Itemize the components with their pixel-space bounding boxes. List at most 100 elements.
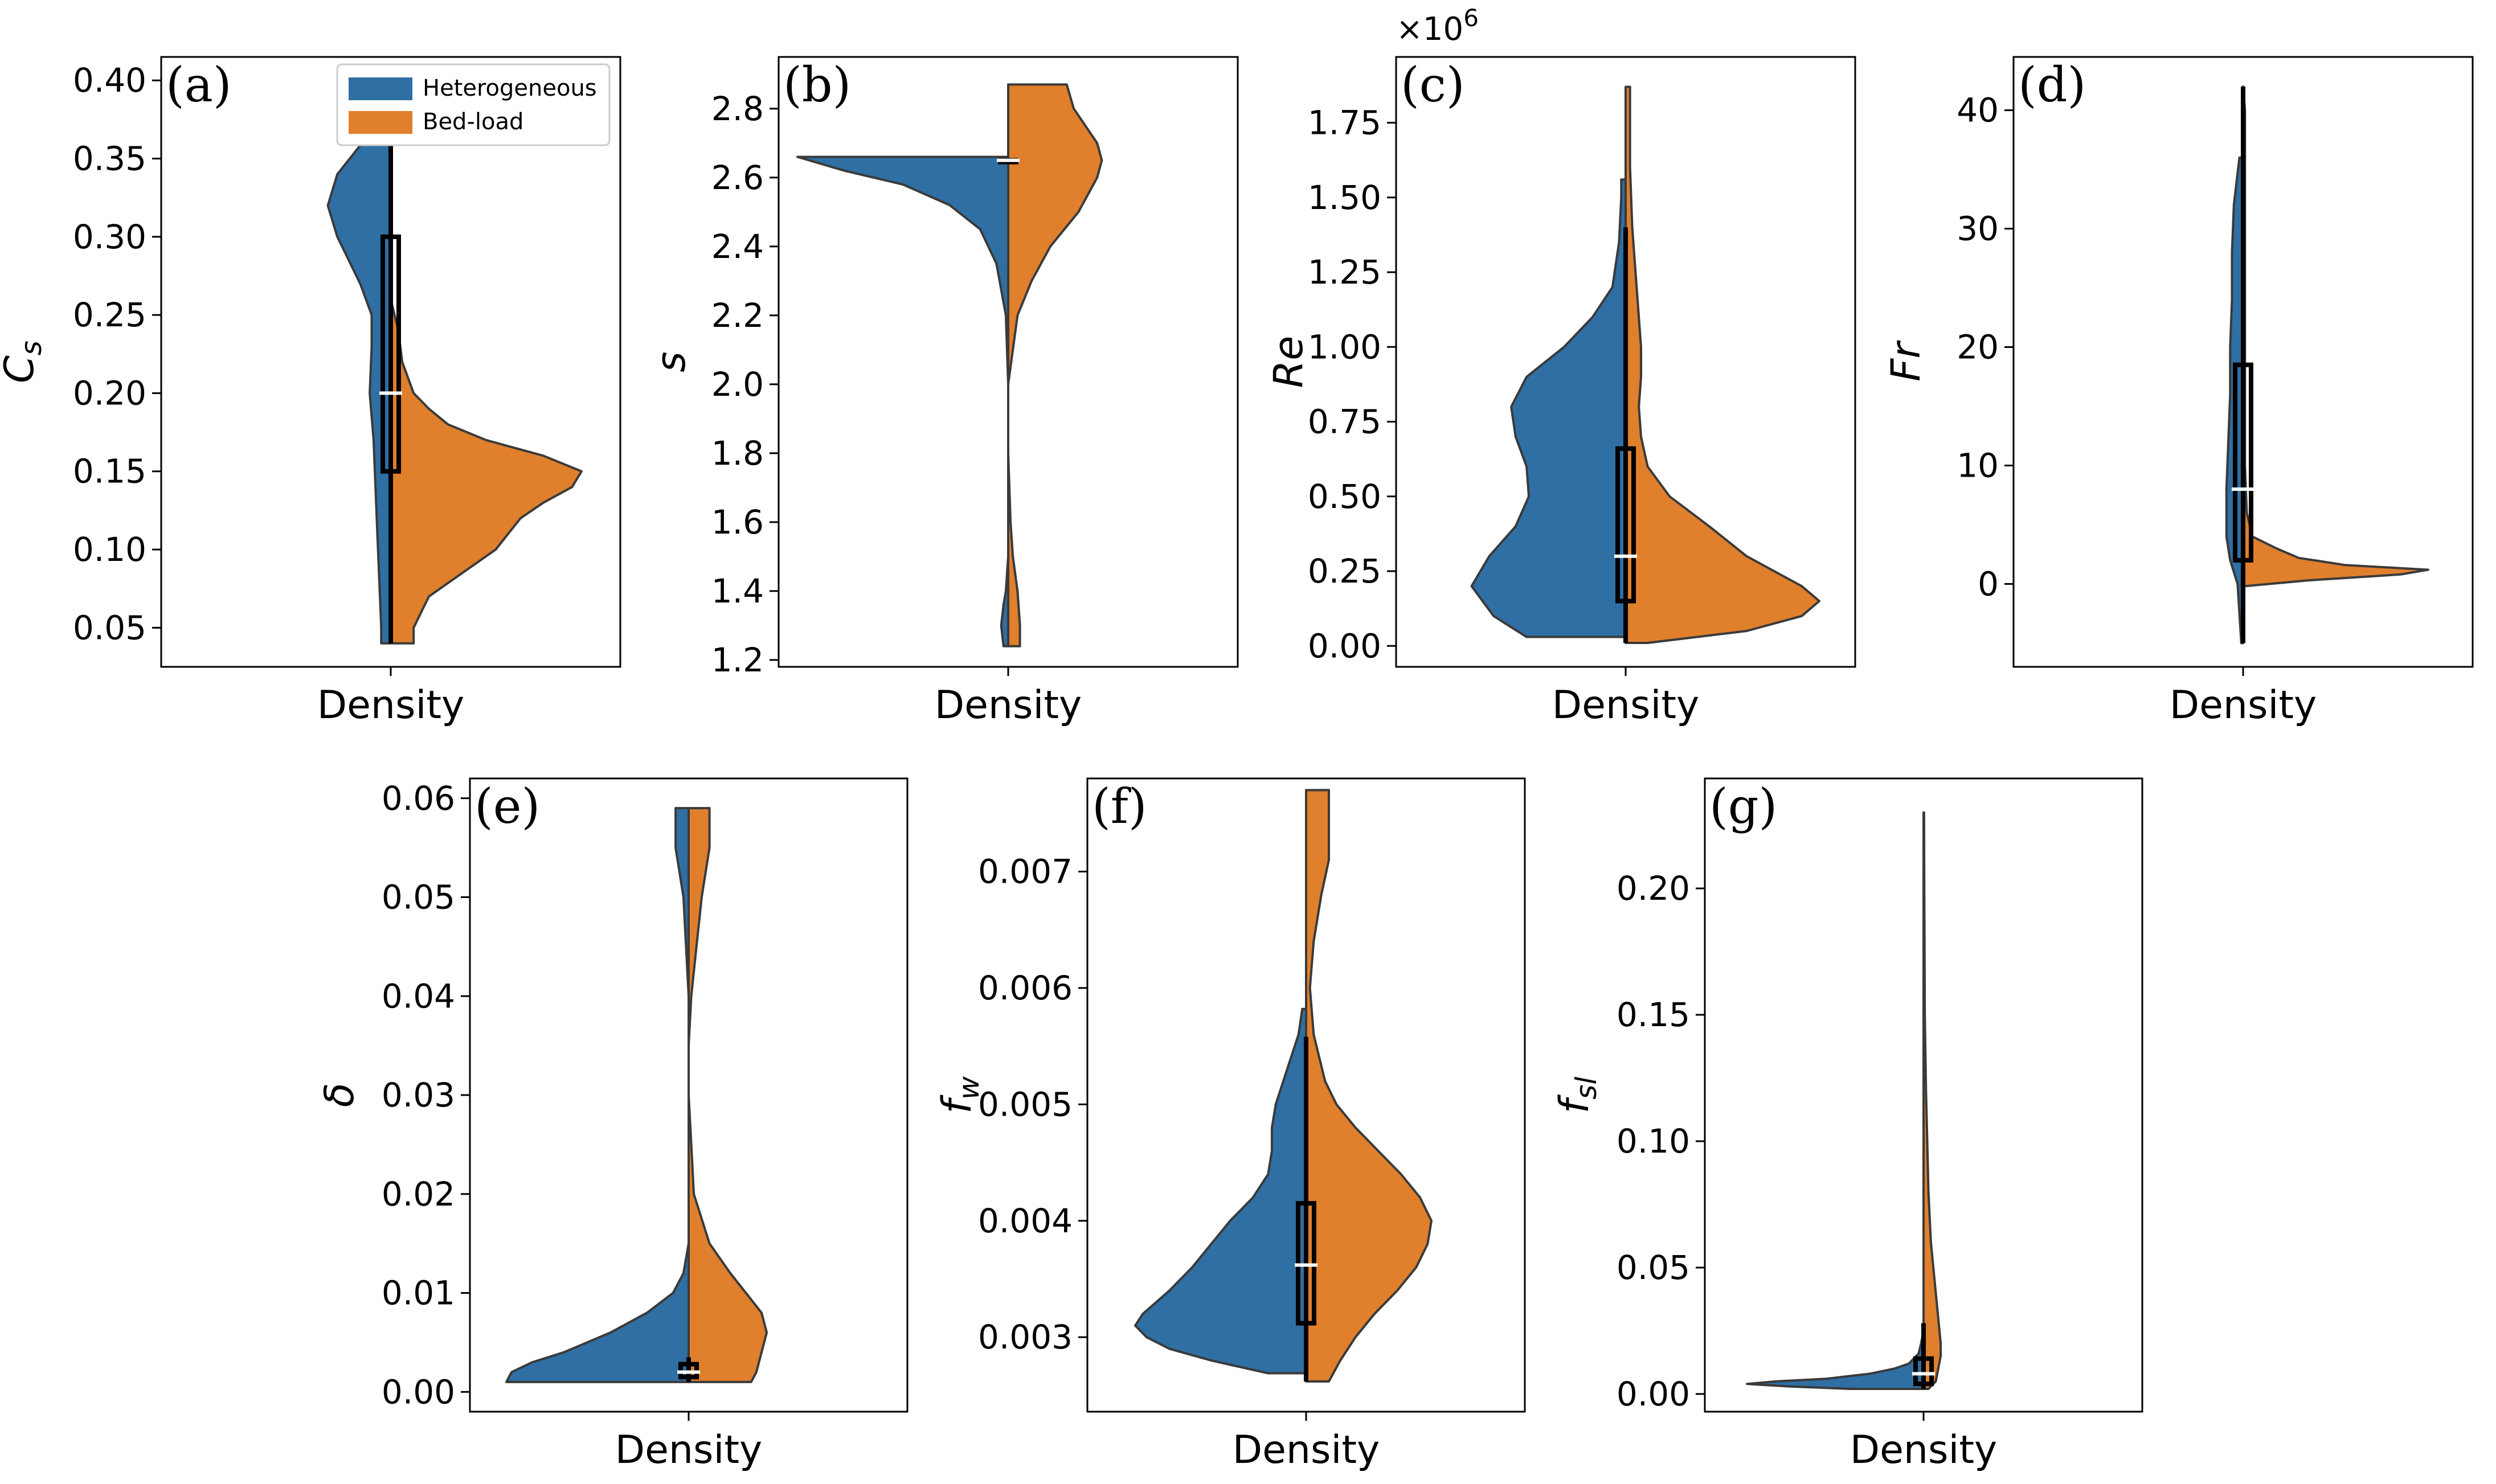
panel-tag: (f) — [1092, 778, 1147, 834]
y-tick-label: 2.8 — [711, 89, 764, 128]
y-tick-label: 0.00 — [1617, 1375, 1690, 1413]
panel-tag: (c) — [1401, 57, 1465, 113]
y-tick-label: 0.35 — [73, 140, 146, 178]
x-tick-label: Density — [1233, 1428, 1380, 1473]
panel-c: 0.00 0.25 0.50 0.75 1.00 1.25 1.50 1.75 Density R… — [1265, 4, 1856, 728]
legend: Heterogeneous Bed-load — [336, 63, 611, 146]
y-tick-label: 20 — [1957, 328, 1999, 367]
y-axis-label: Re — [1265, 336, 1312, 388]
y-tick-label: 0.25 — [73, 296, 146, 334]
y-tick-label: 0.01 — [382, 1274, 455, 1313]
y-tick-label: 0.40 — [73, 61, 146, 100]
y-tick-label: 0.10 — [1617, 1122, 1690, 1161]
y-tick-label: 2.4 — [711, 227, 764, 266]
y-tick-label: 0.30 — [73, 218, 146, 256]
y-axis-label-main: δ — [316, 1083, 363, 1108]
legend-label-bedload: Bed-load — [423, 109, 523, 135]
y-tick-label: 0.006 — [978, 969, 1073, 1007]
y-tick-label: 0.50 — [1308, 477, 1381, 516]
y-tick-label: 0.03 — [382, 1076, 455, 1114]
y-axis-label: s — [648, 351, 694, 372]
y-tick-label: 40 — [1957, 91, 1999, 130]
y-tick-label: 1.25 — [1308, 253, 1381, 292]
y-tick-label: 30 — [1957, 210, 1999, 248]
x-tick-label: Density — [935, 683, 1082, 728]
y-tick-label: 0.15 — [1617, 995, 1690, 1034]
panel-b: 1.2 1.4 1.6 1.8 2.0 2.2 2.4 2.6 2.8 Density s (b) — [648, 56, 1239, 728]
y-tick-label: 0.75 — [1308, 403, 1381, 441]
violin-half-bedload — [1007, 83, 1103, 647]
y-axis-label-main: Fr — [1883, 340, 1929, 382]
offset-label-base: ×10 — [1396, 11, 1463, 48]
x-tick-label: Density — [1850, 1428, 1998, 1473]
y-tick-label: 1.75 — [1308, 104, 1381, 142]
panel-tag: (g) — [1709, 778, 1777, 834]
box-iqr — [2233, 362, 2253, 563]
y-axis-label: fsl — [1551, 1077, 1603, 1114]
x-tick-label: Density — [1552, 683, 1700, 728]
violin-half-bedload — [2242, 85, 2429, 588]
panel-tag: (a) — [166, 57, 232, 113]
y-tick-label: 1.6 — [711, 503, 764, 542]
y-tick-label: 0.02 — [382, 1175, 455, 1214]
y-tick-label: 0.15 — [73, 452, 146, 491]
y-tick-label: 2.0 — [711, 365, 764, 404]
y-axis-label: fw — [934, 1076, 985, 1114]
y-axis-label-main: s — [648, 351, 694, 372]
x-tick-label: Density — [2170, 683, 2317, 728]
offset-label-exp: 6 — [1463, 4, 1479, 32]
y-tick-label: 0.04 — [382, 977, 455, 1015]
legend-swatch-bedload — [349, 111, 412, 134]
y-tick-label: 0.004 — [978, 1202, 1073, 1240]
y-tick-label: 0.05 — [382, 878, 455, 917]
violin-half-heterogeneous — [1746, 1329, 1925, 1391]
violin-half-heterogeneous — [1470, 178, 1627, 638]
legend-label-heterogeneous: Heterogeneous — [423, 75, 597, 101]
y-tick-label: 2.2 — [711, 296, 764, 335]
x-tick-label: Density — [615, 1428, 763, 1473]
panel-tag: (b) — [783, 57, 851, 113]
panel-a: 0.05 0.10 0.15 0.20 0.25 0.30 0.35 0.40 Density C… — [0, 56, 621, 728]
x-tick-label: Density — [317, 683, 465, 728]
panel-d: 0 10 20 30 40 Density Fr (d) — [1883, 56, 2474, 728]
y-axis-label-sub: s — [15, 341, 48, 355]
y-axis-label-sub: w — [952, 1076, 985, 1100]
violin-half-bedload — [1305, 789, 1433, 1383]
y-axis-label-main: Re — [1265, 336, 1312, 388]
y-tick-label: 0 — [1978, 564, 1999, 603]
y-tick-label: 0.25 — [1308, 552, 1381, 591]
y-tick-label: 0.007 — [978, 852, 1073, 891]
violin-half-heterogeneous — [796, 155, 1009, 647]
panel-g: 0.00 0.05 0.10 0.15 0.20 Density fsl (g) — [1551, 777, 2143, 1473]
y-tick-label: 1.00 — [1308, 327, 1381, 366]
box-iqr — [1615, 446, 1636, 604]
y-tick-label: 0.20 — [1617, 869, 1690, 908]
y-tick-label: 0.00 — [1308, 626, 1381, 665]
panel-f: 0.003 0.004 0.005 0.006 0.007 Density fw (f) — [934, 777, 1526, 1473]
y-tick-label: 0.003 — [978, 1318, 1073, 1356]
violin-half-bedload — [1625, 85, 1820, 644]
y-tick-label: 0.00 — [382, 1372, 455, 1411]
y-tick-label: 10 — [1957, 446, 1999, 485]
offset-label: ×106 — [1396, 4, 1479, 48]
legend-swatch-heterogeneous — [349, 77, 412, 100]
violin-half-bedload — [390, 298, 583, 645]
y-tick-label: 0.20 — [73, 374, 146, 412]
violin-half-bedload — [688, 807, 768, 1383]
y-tick-label: 1.2 — [711, 641, 764, 679]
box-iqr — [1296, 1201, 1316, 1326]
y-tick-label: 1.50 — [1308, 178, 1381, 217]
y-tick-label: 0.06 — [382, 779, 455, 818]
y-tick-label: 0.005 — [978, 1085, 1073, 1124]
y-axis-label-sub: sl — [1570, 1077, 1603, 1100]
violin-half-heterogeneous — [1134, 1007, 1307, 1375]
y-tick-label: 2.6 — [711, 158, 764, 197]
y-axis-label: δ — [316, 1083, 363, 1108]
y-tick-label: 0.05 — [73, 608, 146, 647]
y-axis-label: Fr — [1883, 340, 1929, 382]
box-iqr — [380, 234, 401, 474]
violin-half-bedload — [1922, 811, 1942, 1391]
violin-half-heterogeneous — [505, 807, 690, 1383]
panel-tag: (e) — [474, 778, 540, 834]
